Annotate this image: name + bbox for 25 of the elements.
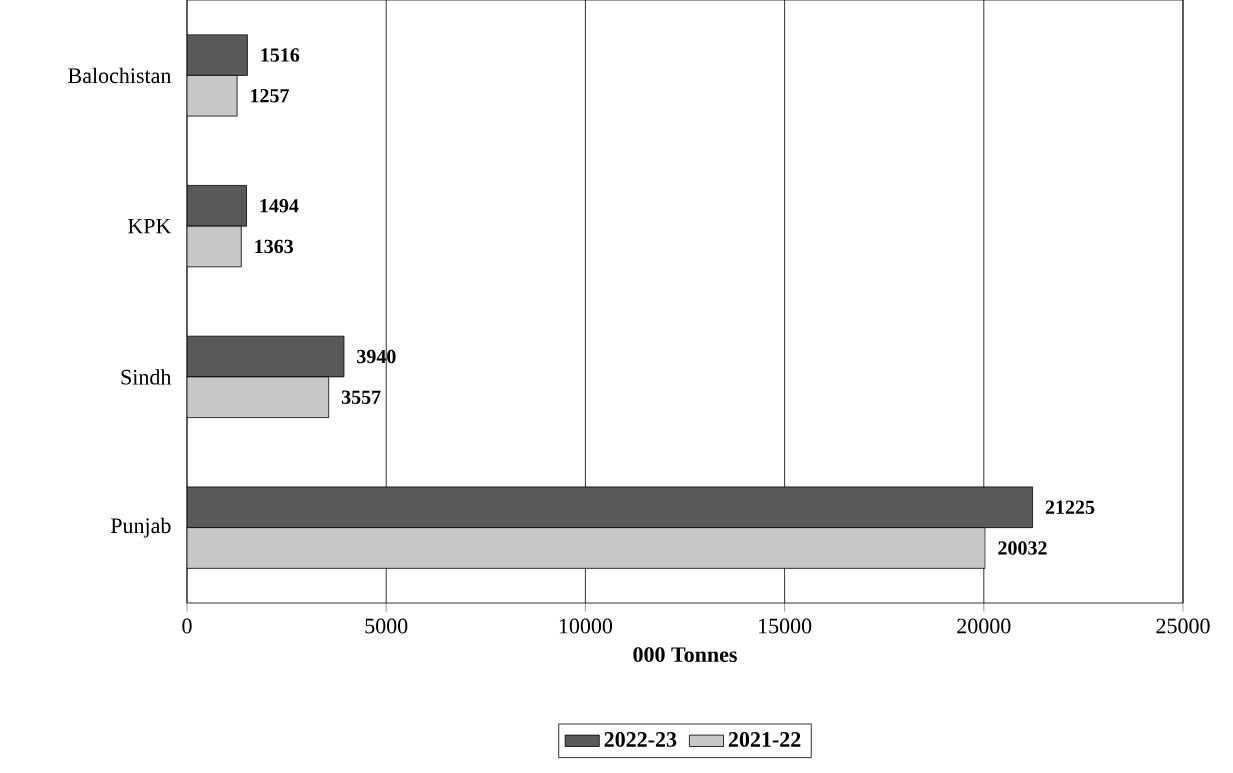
y-tick-label: Punjab (110, 517, 171, 538)
y-tick-label: Sindh (121, 369, 172, 385)
bar (187, 34, 248, 76)
data-label: 1363 (255, 239, 294, 254)
data-label: 1516 (261, 48, 300, 62)
data-label: 3940 (357, 349, 396, 364)
data-label: 1257 (251, 89, 289, 103)
bar (187, 486, 1033, 529)
data-label: 3557 (341, 390, 381, 404)
x-tick-label: 5000 (365, 618, 408, 634)
data-label: 1494 (260, 199, 299, 213)
legend-label: 2022-23 (604, 732, 677, 747)
x-axis-title: 000 Tonnes (633, 647, 737, 663)
x-tick-label: 25000 (1156, 618, 1210, 634)
y-tick-label: KPK (128, 218, 172, 234)
x-tick-label: 0 (182, 618, 192, 634)
data-label: 21225 (1045, 500, 1095, 514)
data-label: 20032 (998, 541, 1047, 555)
bar (187, 185, 247, 227)
x-tick-label: 10000 (559, 618, 613, 634)
bar (187, 335, 345, 378)
y-tick-label: Balochistan (68, 67, 172, 84)
legend-label: 2021-22 (728, 732, 801, 747)
x-tick-label: 20000 (957, 618, 1011, 634)
x-tick-label: 15000 (759, 618, 812, 634)
